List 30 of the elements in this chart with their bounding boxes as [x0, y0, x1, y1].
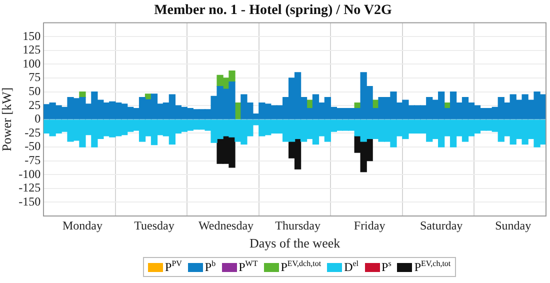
legend-label: P$^{b}$ [204, 259, 216, 275]
y-tick-label: -25 [24, 125, 41, 140]
y-tick-label: -125 [18, 180, 41, 195]
legend-label: D$^{el}$ [344, 259, 359, 275]
y-tick-label: -150 [18, 194, 41, 208]
chart-title: Member no. 1 - Hotel (spring) / No V2G [154, 3, 392, 18]
legend-label: P$^{s}$ [382, 259, 392, 275]
x-axis-title: Days of the week [249, 236, 341, 251]
y-tick-label: 150 [22, 28, 41, 43]
legend-label: P$^{PV}$ [165, 259, 182, 275]
y-axis-title: Power [kW] [0, 87, 14, 152]
x-tick-label: Wednesday [198, 218, 254, 232]
y-tick-label: 125 [22, 42, 41, 57]
legend-label: P$^{EV,dch,tot}$ [280, 259, 322, 275]
y-tick-label: 50 [28, 84, 41, 98]
y-tick-label: 75 [28, 70, 41, 84]
y-tick-label: -100 [18, 166, 41, 181]
x-tick-label: Tuesday [134, 218, 174, 232]
legend-label: P$^{EV,ch,tot}$ [414, 259, 451, 275]
y-tick-label: 0 [34, 112, 41, 126]
x-tick-label: Saturday [420, 218, 463, 232]
y-tick-label: -75 [24, 152, 41, 167]
y-tick-label: -50 [24, 139, 41, 154]
x-tick-label: Thursday [275, 218, 320, 232]
x-tick-label: Friday [354, 218, 386, 232]
y-tick-label: 100 [22, 56, 41, 70]
x-tick-label: Sunday [495, 218, 532, 232]
legend-label: P$^{WT}$ [238, 259, 258, 275]
x-tick-label: Monday [62, 218, 102, 232]
y-tick-label: 25 [28, 98, 41, 112]
